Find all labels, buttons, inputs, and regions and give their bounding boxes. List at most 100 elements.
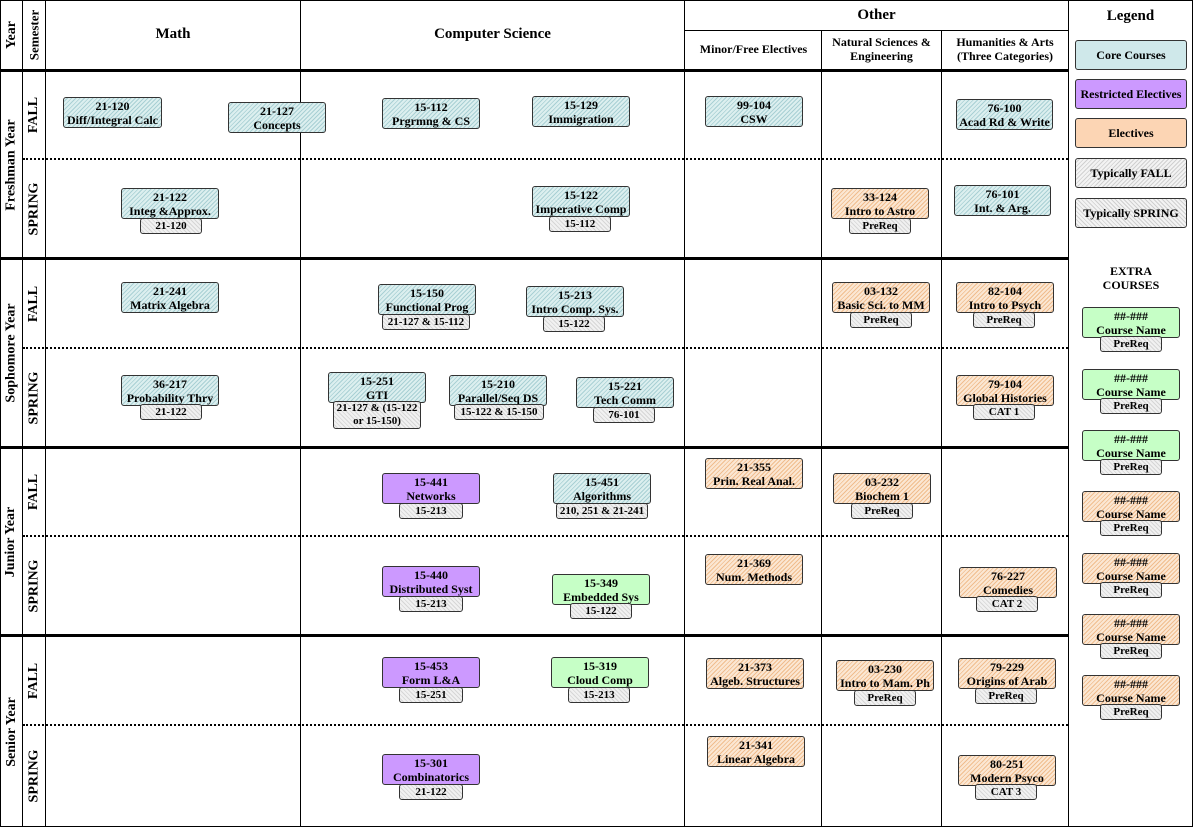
course-card[interactable]: 21-241 Matrix Algebra	[121, 282, 219, 313]
course-card[interactable]: 21-120 Diff/Integral Calc	[63, 97, 162, 128]
course-card[interactable]: 03-232 Biochem 1	[833, 473, 931, 504]
senior-year-label: Senior Year	[3, 696, 19, 767]
math-header: Math	[155, 26, 191, 43]
prereq-tag: PreReq	[1100, 459, 1162, 475]
course-card[interactable]: 82-104 Intro to Psych	[956, 282, 1054, 313]
course-card[interactable]: 76-227 Comedies	[959, 567, 1057, 598]
prereq-tag: 21-122	[140, 404, 202, 420]
prereq-tag: CAT 1	[973, 404, 1035, 420]
prereq-tag: PreReq	[854, 690, 916, 706]
course-card[interactable]: 15-251 GTI	[328, 372, 426, 403]
extra-courses-label: EXTRA COURSES	[1102, 264, 1160, 292]
extra-course-card[interactable]: ##-### Course Name	[1082, 553, 1180, 584]
cs-header: Computer Science	[434, 26, 551, 43]
prereq-tag: PreReq	[1100, 336, 1162, 352]
sophomore-year-label: Sophomore Year	[3, 303, 19, 403]
prereq-tag: 21-127 & (15-122 or 15-150)	[333, 401, 421, 429]
course-card[interactable]: 03-230 Intro to Mam. Ph	[836, 660, 934, 691]
course-card[interactable]: 15-112 Prgrmng & CS	[382, 98, 480, 129]
spring-label: SPRING	[26, 182, 41, 235]
prereq-tag: PreReq	[1100, 643, 1162, 659]
course-card[interactable]: 76-101 Int. & Arg.	[954, 185, 1051, 216]
course-card[interactable]: 33-124 Intro to Astro	[831, 188, 929, 219]
prereq-tag: 15-251	[399, 687, 463, 703]
course-card[interactable]: 15-451 Algorithms	[553, 473, 651, 504]
legend-fall: Typically FALL	[1075, 158, 1187, 188]
extra-course-card[interactable]: ##-### Course Name	[1082, 491, 1180, 522]
extra-course-card[interactable]: ##-### Course Name	[1082, 430, 1180, 461]
prereq-tag: PreReq	[1100, 398, 1162, 414]
course-card[interactable]: 15-221 Tech Comm	[576, 377, 674, 408]
legend-restricted: Restricted Electives	[1075, 79, 1187, 109]
course-card[interactable]: 15-122 Imperative Comp	[532, 186, 630, 217]
other-header: Other	[857, 7, 896, 24]
course-card[interactable]: 80-251 Modern Psyco	[958, 755, 1056, 786]
course-card[interactable]: 15-301 Combinatorics	[382, 754, 480, 785]
course-card[interactable]: 21-127 Concepts	[228, 102, 326, 133]
freshman-year-label: Freshman Year	[3, 118, 19, 211]
natsci-header: Natural Sciences & Engineering	[832, 35, 931, 63]
spring-label: SPRING	[26, 559, 41, 612]
extra-course-card[interactable]: ##-### Course Name	[1082, 369, 1180, 400]
prereq-tag: 15-213	[399, 503, 463, 519]
course-card[interactable]: 79-104 Global Histories	[956, 375, 1054, 406]
prereq-tag: PreReq	[849, 218, 911, 234]
year-header: Year	[3, 21, 19, 49]
prereq-tag: PreReq	[973, 312, 1035, 328]
course-card[interactable]: 76-100 Acad Rd & Write	[956, 99, 1053, 130]
extra-course-card[interactable]: ##-### Course Name	[1082, 675, 1180, 706]
course-card[interactable]: 15-349 Embedded Sys	[552, 574, 650, 605]
course-card[interactable]: 15-150 Functional Prog	[378, 284, 476, 315]
minor-header: Minor/Free Electives	[699, 42, 808, 57]
prereq-tag: CAT 2	[976, 596, 1038, 612]
course-card[interactable]: 36-217 Probability Thry	[121, 375, 219, 406]
course-card[interactable]: 15-319 Cloud Comp	[551, 657, 649, 688]
prereq-tag: PreReq	[1100, 582, 1162, 598]
fall-label: FALL	[26, 662, 41, 699]
prereq-tag: PreReq	[850, 312, 912, 328]
junior-year-label: Junior Year	[3, 506, 19, 577]
prereq-tag: 15-213	[568, 687, 630, 703]
semester-header: Semester	[26, 9, 41, 61]
course-card[interactable]: 15-213 Intro Comp. Sys.	[526, 286, 624, 317]
prereq-tag: CAT 3	[975, 784, 1037, 800]
course-card[interactable]: 21-341 Linear Algebra	[707, 736, 805, 767]
course-card[interactable]: 15-440 Distributed Syst	[382, 566, 480, 597]
fall-label: FALL	[26, 96, 41, 134]
course-card[interactable]: 15-453 Form L&A	[382, 657, 480, 688]
prereq-tag: PreReq	[1100, 520, 1162, 536]
hum-header: Humanities & Arts (Three Categories)	[956, 35, 1054, 63]
course-card[interactable]: 79-229 Origins of Arab	[958, 658, 1056, 689]
prereq-tag: 21-120	[140, 218, 202, 234]
course-card[interactable]: 03-132 Basic Sci. to MM	[832, 282, 930, 313]
prereq-tag: 15-213	[399, 596, 463, 612]
prereq-tag: PreReq	[975, 688, 1037, 704]
legend-core: Core Courses	[1075, 40, 1187, 70]
prereq-tag: 21-127 & 15-112	[382, 314, 470, 330]
prereq-tag: 210, 251 & 21-241	[556, 503, 648, 519]
prereq-tag: 15-112	[549, 216, 611, 232]
course-card[interactable]: 15-441 Networks	[382, 473, 480, 504]
course-card[interactable]: 15-210 Parallel/Seq DS	[449, 375, 547, 406]
fall-label: FALL	[26, 473, 41, 511]
course-card[interactable]: 21-373 Algeb. Structures	[706, 658, 804, 689]
course-card[interactable]: 15-129 Immigration	[532, 96, 630, 127]
spring-label: SPRING	[26, 371, 41, 424]
extra-course-card[interactable]: ##-### Course Name	[1082, 307, 1180, 338]
prereq-tag: PreReq	[851, 503, 913, 519]
prereq-tag: 15-122	[570, 603, 632, 619]
extra-course-card[interactable]: ##-### Course Name	[1082, 614, 1180, 645]
legend-header: Legend	[1106, 8, 1155, 25]
spring-label: SPRING	[26, 749, 41, 803]
fall-label: FALL	[26, 285, 41, 322]
prereq-tag: PreReq	[1100, 704, 1162, 720]
prereq-tag: 76-101	[593, 407, 655, 423]
prereq-tag: 15-122	[543, 316, 605, 332]
prereq-tag: 15-122 & 15-150	[454, 404, 544, 420]
legend-spring: Typically SPRING	[1075, 198, 1187, 228]
course-card[interactable]: 21-369 Num. Methods	[705, 554, 803, 585]
course-card[interactable]: 21-355 Prin. Real Anal.	[705, 458, 803, 489]
course-card[interactable]: 99-104 CSW	[705, 96, 803, 127]
prereq-tag: 21-122	[399, 784, 463, 800]
course-card[interactable]: 21-122 Integ &Approx.	[121, 188, 219, 219]
